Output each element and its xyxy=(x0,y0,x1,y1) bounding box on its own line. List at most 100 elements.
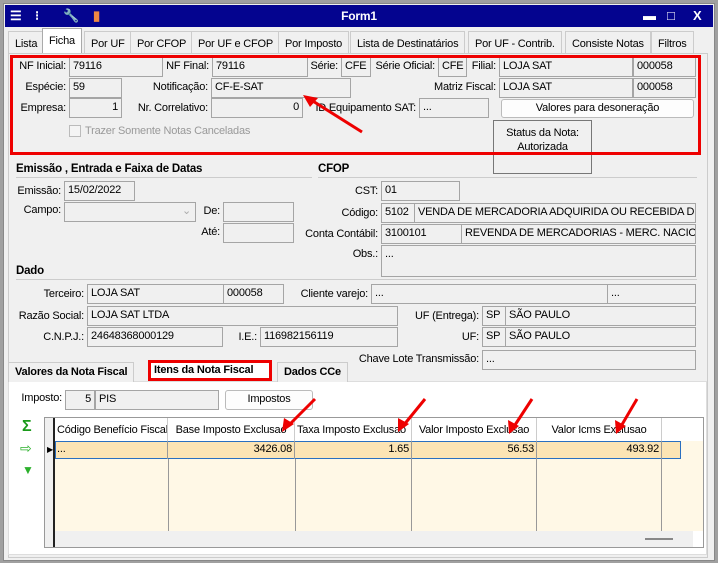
status-box: Status da Nota: Autorizada xyxy=(493,120,592,174)
itens-grid[interactable]: Código Benefício Fiscal Base Imposto Exc… xyxy=(44,417,704,548)
razao-social-input[interactable]: LOJA SAT LTDA xyxy=(87,306,398,326)
horizontal-scrollbar[interactable] xyxy=(55,531,693,547)
nf-final-label: NF Final: xyxy=(166,60,209,72)
cell-codigo-beneficio[interactable]: ... xyxy=(55,441,168,459)
campo-select[interactable]: ⌄ xyxy=(64,202,196,222)
ie-input[interactable]: 116982156119 xyxy=(260,327,398,347)
maximize-button[interactable]: □ xyxy=(667,8,675,23)
cliente-varejo-input[interactable]: ... xyxy=(371,284,608,304)
highlight-box xyxy=(10,55,701,155)
matriz-name-input[interactable]: LOJA SAT xyxy=(499,78,633,98)
current-row-icon: ▶ xyxy=(47,445,53,454)
conta-contabil-label: Conta Contábil: xyxy=(305,228,378,240)
cfop-section-title: CFOP xyxy=(318,163,350,175)
uf-name-input[interactable]: SÃO PAULO xyxy=(505,327,696,347)
tab-por-imposto[interactable]: Por Imposto xyxy=(278,31,350,53)
notificacao-label: Notificação: xyxy=(152,81,208,93)
uf-entrega-name-input[interactable]: SÃO PAULO xyxy=(505,306,696,326)
tab-por-cfop[interactable]: Por CFOP xyxy=(130,31,194,53)
status-value: Autorizada xyxy=(517,141,568,153)
tab-ficha[interactable]: Ficha xyxy=(42,28,82,54)
id-sat-input[interactable]: ... xyxy=(419,98,489,118)
notificacao-input[interactable]: CF-E-SAT xyxy=(211,78,351,98)
correlativo-label: Nr. Correlativo: xyxy=(137,102,208,114)
tab-por-uf-cfop[interactable]: Por UF e CFOP xyxy=(191,31,281,53)
cst-input[interactable]: 01 xyxy=(381,181,460,201)
tab-lista-destinatarios[interactable]: Lista de Destinatários xyxy=(350,31,466,53)
obs-input[interactable]: ... xyxy=(381,245,696,277)
empresa-label: Empresa: xyxy=(20,102,67,114)
conta-input[interactable]: 3100101 xyxy=(381,224,462,244)
codigo-label: Código: xyxy=(341,207,378,219)
campo-label: Campo: xyxy=(23,204,62,216)
menu-icon[interactable]: ☰ xyxy=(10,8,22,23)
cliente-varejo-code-input[interactable]: ... xyxy=(607,284,696,304)
tab-dados-cce[interactable]: Dados CCe xyxy=(277,362,348,382)
close-button[interactable]: X xyxy=(693,8,702,23)
filial-name-input[interactable]: LOJA SAT xyxy=(499,57,633,77)
emissao-input[interactable]: 15/02/2022 xyxy=(64,181,135,201)
imposto-code-input[interactable]: 5 xyxy=(65,390,95,410)
serie-oficial-input[interactable]: CFE xyxy=(438,57,467,77)
tab-por-uf-contrib[interactable]: Por UF - Contrib. xyxy=(468,31,562,53)
sum-icon[interactable]: Σ xyxy=(22,418,32,435)
matriz-code-input[interactable]: 000058 xyxy=(633,78,696,98)
canceladas-checkbox[interactable] xyxy=(69,125,81,137)
chave-lote-label: Chave Lote Transmissão: xyxy=(358,353,479,365)
book-icon[interactable]: ▮ xyxy=(93,8,100,23)
conta-desc-input[interactable]: REVENDA DE MERCADORIAS - MERC. NACIONAI xyxy=(461,224,696,244)
razao-social-label: Razão Social: xyxy=(18,310,84,322)
imposto-name-input[interactable]: PIS xyxy=(95,390,219,410)
cst-label: CST: xyxy=(354,185,378,197)
tab-por-uf[interactable]: Por UF xyxy=(84,31,132,53)
col-header-codigo-beneficio[interactable]: Código Benefício Fiscal xyxy=(55,418,168,441)
terceiro-code-input[interactable]: 000058 xyxy=(223,284,284,304)
de-input[interactable] xyxy=(223,202,294,222)
terceiro-input[interactable]: LOJA SAT xyxy=(87,284,224,304)
empresa-input[interactable]: 1 xyxy=(69,98,122,118)
divider xyxy=(16,177,312,178)
codigo-desc-input[interactable]: VENDA DE MERCADORIA ADQUIRIDA OU RECEBID… xyxy=(414,203,696,223)
tab-valores-nota[interactable]: Valores da Nota Fiscal xyxy=(8,362,135,382)
cnpj-input[interactable]: 24648368000129 xyxy=(87,327,223,347)
red-arrow-annotation xyxy=(303,95,363,134)
nf-inicial-label: NF Inicial: xyxy=(19,60,66,72)
filial-code-input[interactable]: 000058 xyxy=(633,57,696,77)
divider xyxy=(318,177,697,178)
table-row[interactable] xyxy=(55,441,681,459)
tab-lista[interactable]: Lista xyxy=(8,31,45,53)
cnpj-label: C.N.P.J.: xyxy=(43,331,84,343)
uf-entrega-input[interactable]: SP xyxy=(482,306,506,326)
nf-final-input[interactable]: 79116 xyxy=(212,57,308,77)
wrench-icon[interactable]: 🔧 xyxy=(63,8,79,23)
tab-filtros[interactable]: Filtros xyxy=(651,31,694,53)
codigo-input[interactable]: 5102 xyxy=(381,203,415,223)
ate-input[interactable] xyxy=(223,223,294,243)
filter-down-icon[interactable]: ▼ xyxy=(22,463,34,477)
cell-taxa-imposto[interactable]: 1.65 xyxy=(295,441,412,459)
uf-label: UF: xyxy=(461,331,479,343)
cell-valor-imposto[interactable]: 56.53 xyxy=(412,441,537,459)
col-header-valor-imposto[interactable]: Valor Imposto Exclusao xyxy=(412,418,537,441)
impostos-button[interactable]: Impostos xyxy=(225,390,313,410)
tab-consiste-notas[interactable]: Consiste Notas xyxy=(565,31,651,53)
cell-base-imposto[interactable]: 3426.08 xyxy=(168,441,295,459)
de-label: De: xyxy=(203,205,220,217)
desoneracao-button[interactable]: Valores para desoneração xyxy=(501,99,694,118)
matriz-fiscal-label: Matriz Fiscal: xyxy=(434,81,496,93)
col-header-base-imposto[interactable]: Base Imposto Exclusao xyxy=(168,418,295,441)
title-bar: ☰ ⁝ 🔧 ▮ Form1 ▬ □ X xyxy=(5,5,713,27)
chave-lote-input[interactable]: ... xyxy=(482,350,696,370)
tab-itens-nota[interactable]: Itens da Nota Fiscal xyxy=(148,360,272,381)
export-icon[interactable]: ⇨ xyxy=(20,440,32,456)
minimize-button[interactable]: ▬ xyxy=(643,8,656,23)
cliente-varejo-label: Cliente varejo: xyxy=(300,288,369,300)
correlativo-input[interactable]: 0 xyxy=(211,98,303,118)
especie-input[interactable]: 59 xyxy=(69,78,122,98)
traffic-light-icon[interactable]: ⁝ xyxy=(35,8,39,23)
ie-label: I.E.: xyxy=(238,331,257,343)
row-indicator-column xyxy=(45,418,55,547)
cell-valor-icms[interactable]: 493.92 xyxy=(537,441,662,459)
uf-input[interactable]: SP xyxy=(482,327,506,347)
col-header-taxa-imposto[interactable]: Taxa Imposto Exclusao xyxy=(295,418,412,441)
